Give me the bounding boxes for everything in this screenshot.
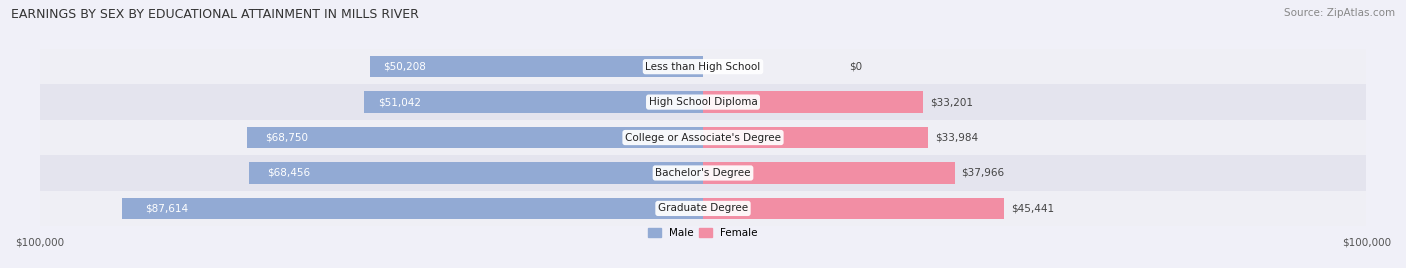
Text: Bachelor's Degree: Bachelor's Degree [655,168,751,178]
Text: College or Associate's Degree: College or Associate's Degree [626,133,780,143]
Text: $37,966: $37,966 [962,168,1005,178]
Bar [703,127,928,148]
Bar [703,162,955,184]
Bar [247,127,703,148]
Text: $50,208: $50,208 [384,62,426,72]
Bar [703,91,924,113]
Bar [703,198,1004,219]
Text: $87,614: $87,614 [145,203,188,213]
Bar [39,155,1367,191]
Text: EARNINGS BY SEX BY EDUCATIONAL ATTAINMENT IN MILLS RIVER: EARNINGS BY SEX BY EDUCATIONAL ATTAINMEN… [11,8,419,21]
Bar [39,49,1367,84]
Text: Graduate Degree: Graduate Degree [658,203,748,213]
Text: $68,456: $68,456 [267,168,311,178]
Bar [364,91,703,113]
Text: Source: ZipAtlas.com: Source: ZipAtlas.com [1284,8,1395,18]
Text: $33,984: $33,984 [935,133,979,143]
Text: $68,750: $68,750 [266,133,308,143]
Legend: Male, Female: Male, Female [644,224,762,242]
Text: $51,042: $51,042 [378,97,420,107]
Text: $0: $0 [849,62,862,72]
Text: $33,201: $33,201 [929,97,973,107]
Bar [39,120,1367,155]
Text: $45,441: $45,441 [1011,203,1054,213]
Text: Less than High School: Less than High School [645,62,761,72]
Bar [39,191,1367,226]
Bar [39,84,1367,120]
Bar [122,198,703,219]
Text: High School Diploma: High School Diploma [648,97,758,107]
Bar [249,162,703,184]
Bar [370,56,703,77]
